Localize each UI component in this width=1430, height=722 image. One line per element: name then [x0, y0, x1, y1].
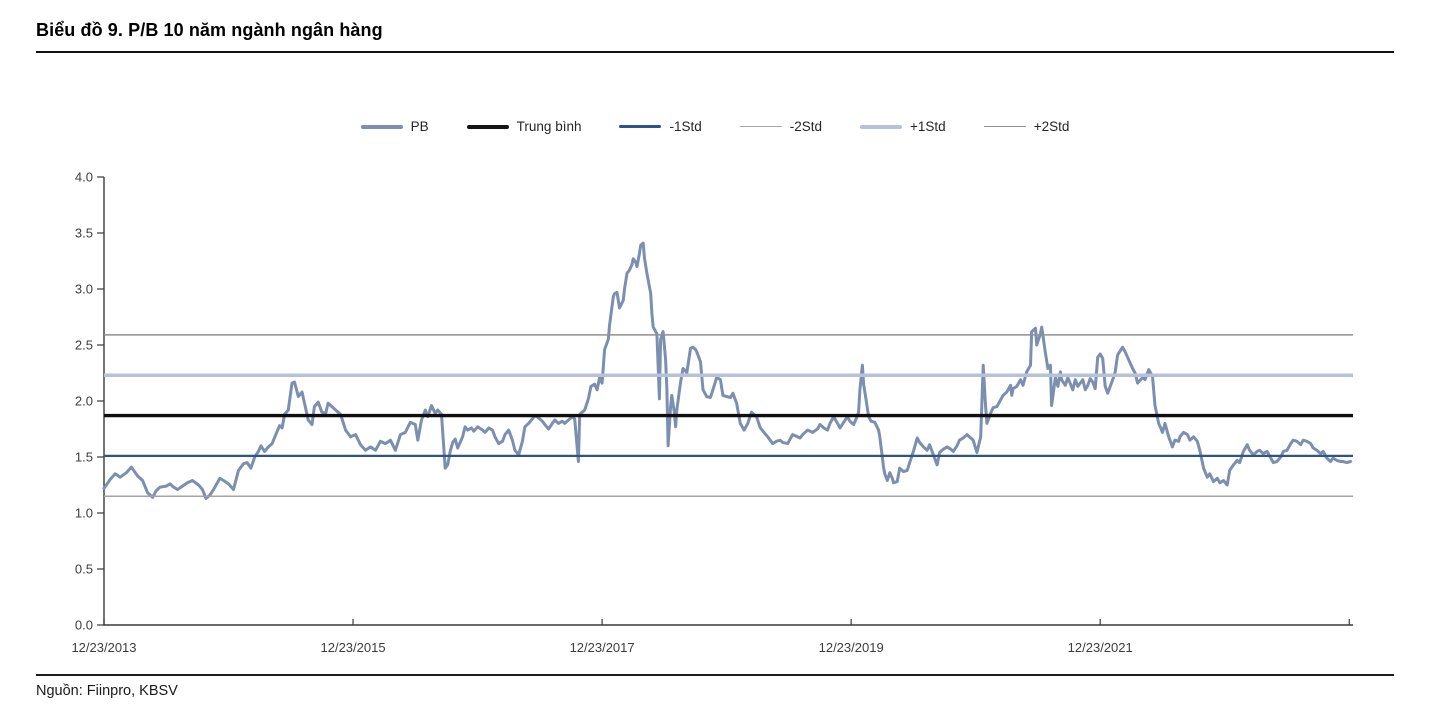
legend-label-plus2std: +2Std [1033, 119, 1070, 134]
y-tick-label: 3.5 [75, 226, 93, 241]
y-tick-label: 1.5 [75, 450, 93, 465]
legend-label-pb: PB [410, 119, 429, 134]
x-tick-label: 12/23/2015 [321, 640, 386, 655]
y-tick-label: 3.0 [75, 282, 93, 297]
y-tick-label: 2.5 [75, 338, 93, 353]
y-tick-label: 0.0 [75, 618, 93, 633]
legend-swatch-minus1std [619, 125, 662, 128]
legend-label-mean: Trung bình [516, 119, 582, 134]
x-tick-label: 12/23/2019 [819, 640, 884, 655]
legend-swatch-plus2std [983, 125, 1026, 128]
source-text: Nguồn: Fiinpro, KBSV [36, 683, 178, 699]
legend-item-pb: PB [360, 119, 429, 134]
x-tick-label: 12/23/2021 [1068, 640, 1133, 655]
legend-swatch-plus1std [860, 124, 903, 129]
chart-legend: PB Trung bình -1Std -2Std +1Std +2Std [0, 119, 1430, 134]
source-divider [36, 674, 1394, 676]
pb-line [102, 241, 1352, 500]
page-title: Biểu đồ 9. P/B 10 năm ngành ngân hàng [36, 20, 383, 40]
legend-swatch-pb [360, 124, 403, 129]
legend-swatch-mean [466, 124, 509, 129]
legend-label-minus1std: -1Std [669, 119, 702, 134]
y-tick-label: 4.0 [75, 170, 93, 185]
axes [103, 177, 1353, 626]
legend-swatch-minus2std [739, 125, 782, 128]
legend-item-minus1std: -1Std [619, 119, 702, 134]
legend-item-plus1std: +1Std [860, 119, 946, 134]
legend-item-mean: Trung bình [466, 119, 582, 134]
y-tick-label: 2.0 [75, 394, 93, 409]
legend-item-plus2std: +2Std [983, 119, 1070, 134]
x-tick-label: 12/23/2013 [71, 640, 136, 655]
y-tick-label: 1.0 [75, 506, 93, 521]
legend-label-plus1std: +1Std [910, 119, 946, 134]
legend-label-minus2std: -2Std [789, 119, 823, 134]
legend-item-minus2std: -2Std [739, 119, 823, 134]
x-tick-label: 12/23/2017 [570, 640, 635, 655]
y-tick-label: 0.5 [75, 562, 93, 577]
title-divider [36, 51, 1394, 53]
